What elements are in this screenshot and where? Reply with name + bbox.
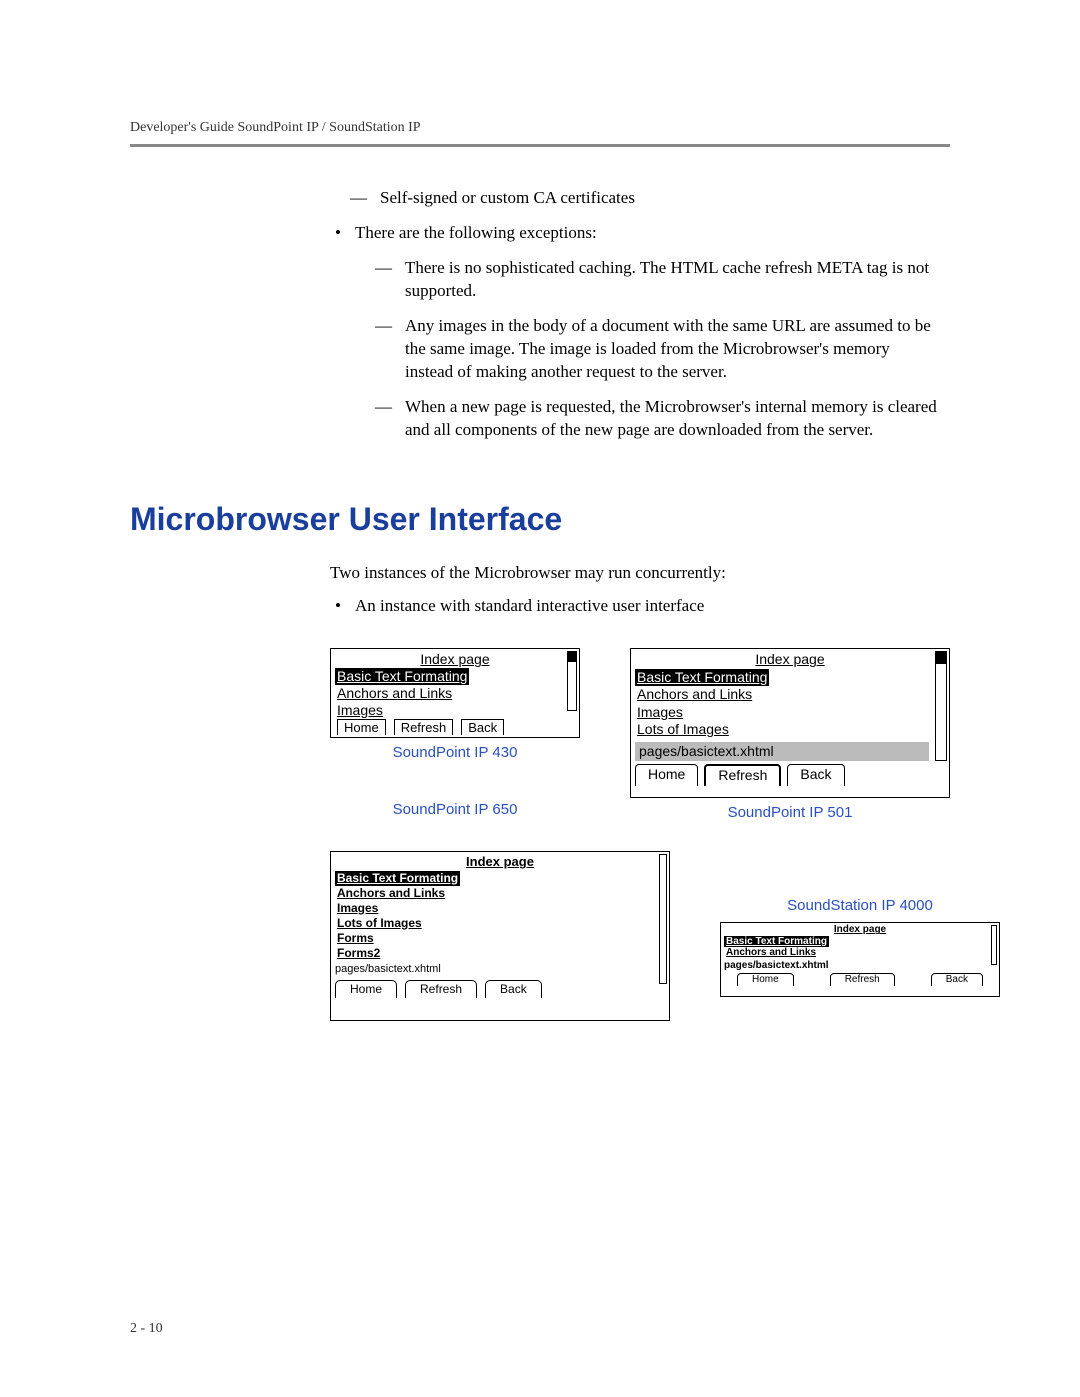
bullet-item: An instance with standard interactive us… [355, 595, 950, 618]
softkey-refresh: Refresh [830, 973, 895, 986]
label-ip650: SoundPoint IP 650 [330, 801, 580, 818]
lcd-item-selected: Basic Text Formating [335, 871, 460, 886]
softkey-back: Back [485, 980, 542, 998]
lcd-item: Anchors and Links [335, 886, 447, 901]
softkey-home: Home [337, 719, 386, 736]
screenshots-grid: Index page Basic Text Formating Anchors … [330, 648, 950, 1021]
screenshot-ip430: Index page Basic Text Formating Anchors … [330, 648, 580, 738]
exception-item: When a new page is requested, the Microb… [405, 396, 940, 442]
screenshot-ip4000: Index page Basic Text Formating Anchors … [720, 922, 1000, 997]
lcd-title: Index page [635, 651, 945, 669]
lcd-item-selected: Basic Text Formating [724, 936, 829, 948]
exception-item: Any images in the body of a document wit… [405, 315, 940, 384]
label-ip430: SoundPoint IP 430 [330, 744, 580, 761]
softkey-home: Home [737, 973, 794, 986]
exception-item: There is no sophisticated caching. The H… [405, 257, 940, 303]
lcd-item: Anchors and Links [635, 686, 754, 704]
softkey-home: Home [335, 980, 397, 998]
softkey-home: Home [635, 764, 698, 786]
lcd-urlbar: pages/basictext.xhtml [335, 963, 665, 977]
lcd-item: Images [335, 901, 380, 916]
lcd-title: Index page [335, 854, 665, 870]
lcd-item: Anchors and Links [724, 947, 818, 959]
lcd-title: Index page [724, 924, 996, 936]
content-column: Self-signed or custom CA certificates Th… [330, 187, 940, 441]
screenshot-ip501: Index page Basic Text Formating Anchors … [630, 648, 950, 798]
lcd-item: Images [335, 702, 385, 719]
scrollbar [935, 651, 947, 761]
page-header: Developer's Guide SoundPoint IP / SoundS… [130, 120, 950, 147]
lcd-item: Lots of Images [635, 721, 731, 739]
scrollbar [567, 651, 577, 711]
dash-item: Self-signed or custom CA certificates [380, 187, 940, 210]
section-heading: Microbrowser User Interface [130, 501, 950, 538]
lcd-item: Images [635, 704, 685, 722]
screenshot-ip650: Index page Basic Text Formating Anchors … [330, 851, 670, 1021]
lcd-item-selected: Basic Text Formating [335, 668, 469, 685]
lcd-item-selected: Basic Text Formating [635, 669, 769, 687]
lcd-item: Forms2 [335, 946, 382, 961]
intro-paragraph: Two instances of the Microbrowser may ru… [330, 563, 950, 583]
softkey-back: Back [787, 764, 844, 786]
label-ip501: SoundPoint IP 501 [630, 804, 950, 821]
softkey-refresh: Refresh [394, 719, 454, 736]
scrollbar [659, 854, 667, 984]
label-ip4000: SoundStation IP 4000 [720, 897, 1000, 914]
softkey-refresh: Refresh [704, 764, 781, 786]
lcd-item: Forms [335, 931, 376, 946]
exceptions-intro: There are the following exceptions: Ther… [355, 222, 940, 442]
softkey-refresh: Refresh [405, 980, 477, 998]
scrollbar [991, 925, 997, 965]
page-number: 2 - 10 [130, 1321, 163, 1337]
lcd-item: Lots of Images [335, 916, 424, 931]
softkey-back: Back [461, 719, 504, 736]
lcd-urlbar: pages/basictext.xhtml [724, 960, 996, 972]
softkey-back: Back [931, 973, 983, 986]
lcd-title: Index page [335, 651, 575, 668]
exceptions-intro-text: There are the following exceptions: [355, 223, 597, 242]
lcd-urlbar: pages/basictext.xhtml [635, 742, 929, 762]
lcd-item: Anchors and Links [335, 685, 454, 702]
